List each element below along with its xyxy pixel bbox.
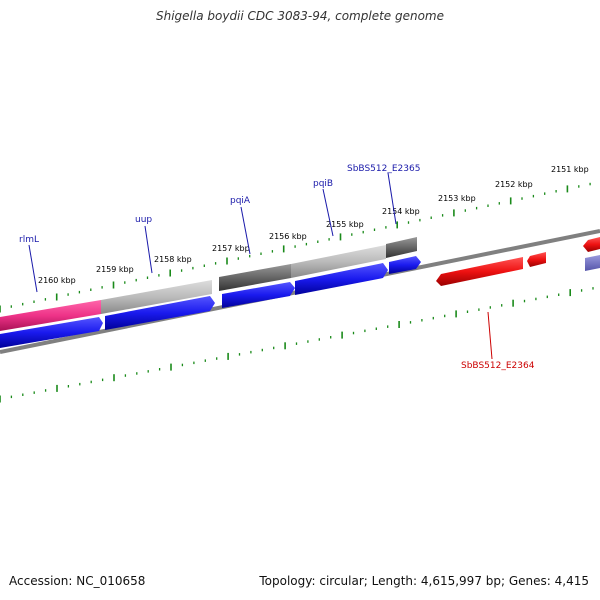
kbp-label: 2159 kbp <box>96 265 134 274</box>
kbp-label: 2157 kbp <box>212 244 250 253</box>
gene-bar-sbbs512-e2365 <box>386 237 417 258</box>
genome-map: 2160 kbp 2159 kbp 2158 kbp 2157 kbp 2156… <box>0 0 600 600</box>
gene-label-rlml[interactable]: rlmL <box>19 235 39 245</box>
cds-arrow-reverse <box>527 252 546 267</box>
kbp-label: 2153 kbp <box>438 194 476 203</box>
accession-label: Accession: NC_010658 <box>9 574 145 588</box>
kbp-label: 2152 kbp <box>495 180 533 189</box>
gene-label-sbbs512-e2364[interactable]: SbBS512_E2364 <box>461 361 535 371</box>
cds-arrow-reverse <box>583 237 600 252</box>
kbp-label: 2154 kbp <box>382 207 420 216</box>
kbp-label: 2160 kbp <box>38 276 76 285</box>
forward-cds-track <box>0 256 421 348</box>
kbp-label: 2158 kbp <box>154 255 192 264</box>
gene-label-uup[interactable]: uup <box>135 215 152 225</box>
reverse-gene-labels: SbBS512_E2364 <box>461 312 535 371</box>
gene-label-pqia[interactable]: pqiA <box>230 196 251 206</box>
gene-label-sbbs512-e2365[interactable]: SbBS512_E2365 <box>347 164 420 174</box>
gene-label-pqib[interactable]: pqiB <box>313 179 333 189</box>
kbp-label: 2156 kbp <box>269 232 307 241</box>
reverse-cds-track <box>436 237 600 286</box>
topology-label: Topology: circular; Length: 4,615,997 bp… <box>259 574 589 588</box>
kbp-label: 2151 kbp <box>551 165 589 174</box>
feature-bar-purple <box>585 255 600 271</box>
